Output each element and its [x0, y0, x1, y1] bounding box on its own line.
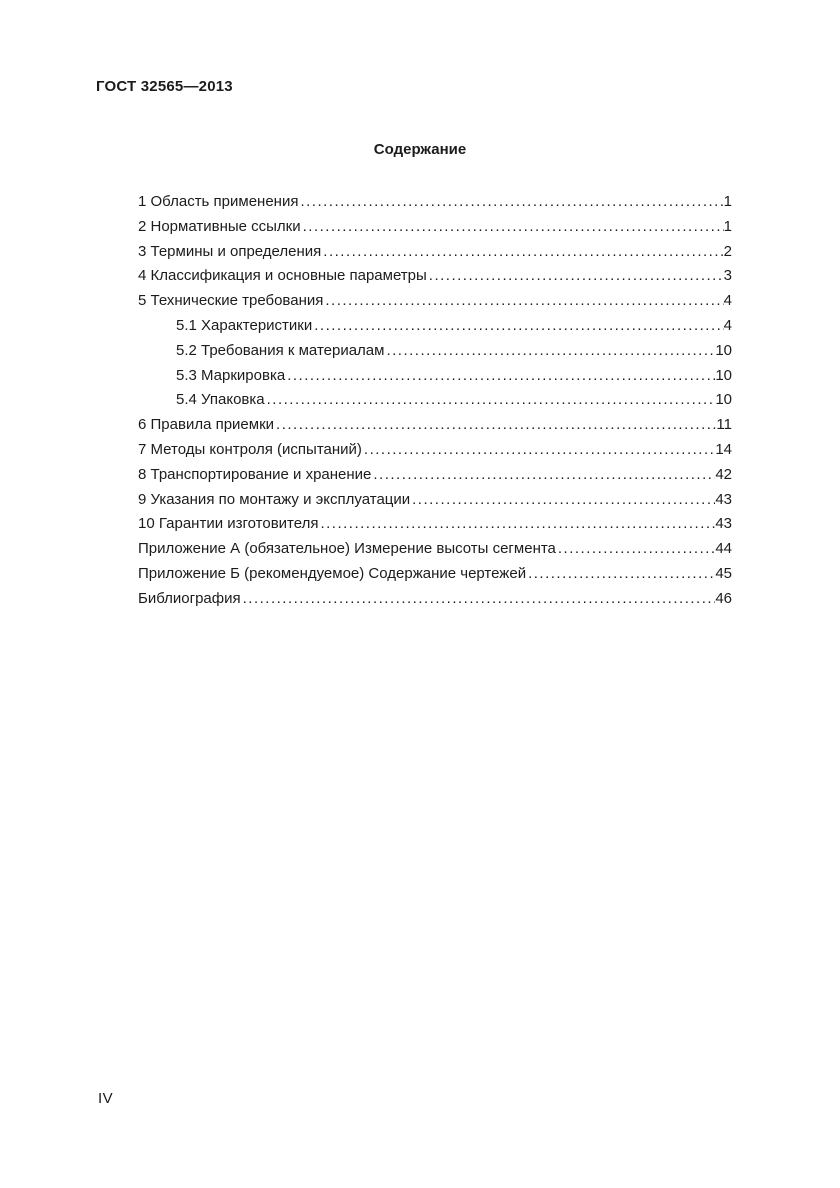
toc-entry-label: Приложение А (обязательное) Измерение вы… — [138, 540, 556, 558]
toc-entry-page: 43 — [715, 515, 732, 533]
toc-entry-page: 1 — [723, 217, 732, 235]
toc-entry: 5 Технические требования 4 — [138, 289, 732, 314]
page-number: IV — [98, 1090, 114, 1107]
toc-entry-label: 5 Технические требования — [138, 292, 324, 310]
toc-entry: 1 Область применения 1 — [138, 190, 732, 215]
toc-entry-label: 4 Классификация и основные параметры — [138, 267, 427, 285]
toc-entry-page: 10 — [715, 366, 732, 384]
toc-leader-dots — [386, 339, 715, 364]
toc-leader-dots — [528, 562, 715, 587]
toc-leader-dots — [276, 413, 716, 438]
toc-leader-dots — [300, 190, 723, 215]
toc-entry-label: 7 Методы контроля (испытаний) — [138, 440, 362, 458]
toc-entry-page: 14 — [715, 440, 732, 458]
toc-entry: 6 Правила приемки 11 — [138, 413, 732, 438]
toc-entry-label: 5.3 Маркировка — [176, 366, 286, 384]
toc-entry: 5.4 Упаковка 10 — [138, 388, 732, 413]
toc-entry-page: 10 — [715, 341, 732, 359]
toc-entry-label: 1 Область применения — [138, 193, 299, 210]
toc-leader-dots — [320, 512, 715, 537]
toc-entry-label: 3 Термины и определения — [138, 242, 322, 260]
toc-entry-label: 10 Гарантии изготовителя — [138, 515, 319, 533]
toc-leader-dots — [267, 388, 716, 413]
toc-entry: Приложение Б (рекомендуемое) Содержание … — [138, 562, 732, 587]
toc-entry-label: 6 Правила приемки — [138, 416, 275, 434]
toc-entry-label: 5.2 Требования к материалам — [176, 341, 385, 359]
toc-entry: 5.2 Требования к материалам 10 — [138, 339, 732, 364]
standard-number-header: ГОСТ 32565—2013 — [96, 78, 233, 95]
toc-entry-page: 42 — [715, 465, 732, 483]
toc-entry-label: 5.4 Упаковка — [176, 391, 265, 409]
toc-entry: 2 Нормативные ссылки 1 — [138, 215, 732, 240]
toc-entry-page: 1 — [723, 193, 732, 210]
toc-entry-page: 46 — [715, 589, 732, 607]
toc-entry-label: 2 Нормативные ссылки — [138, 217, 301, 235]
toc-entry-page: 10 — [715, 391, 732, 409]
toc-title: Содержание — [373, 141, 467, 158]
toc-entry-page: 11 — [716, 416, 732, 434]
toc-list: 1 Область применения 1 2 Нормативные ссы… — [138, 190, 732, 612]
toc-entry-label: Приложение Б (рекомендуемое) Содержание … — [138, 564, 527, 582]
toc-leader-dots — [303, 215, 724, 240]
toc-entry-label: 5.1 Характеристики — [176, 316, 313, 334]
toc-entry: 3 Термины и определения 2 — [138, 240, 732, 265]
toc-leader-dots — [287, 364, 715, 389]
toc-entry: 8 Транспортирование и хранение 42 — [138, 463, 732, 488]
toc-entry-page: 4 — [723, 316, 732, 334]
toc-leader-dots — [558, 537, 715, 562]
toc-leader-dots — [429, 264, 724, 289]
toc-entry: 9 Указания по монтажу и эксплуатации 43 — [138, 488, 732, 513]
toc-leader-dots — [325, 289, 723, 314]
toc-entry: 5.1 Характеристики 4 — [138, 314, 732, 339]
toc-entry-page: 3 — [723, 267, 732, 285]
toc-entry: 5.3 Маркировка 10 — [138, 364, 732, 389]
toc-entry: 10 Гарантии изготовителя 43 — [138, 512, 732, 537]
toc-entry-page: 2 — [723, 242, 732, 260]
toc-entry-label: 8 Транспортирование и хранение — [138, 465, 372, 483]
toc-leader-dots — [243, 587, 716, 612]
toc-entry: Библиография 46 — [138, 587, 732, 612]
toc-entry: 4 Классификация и основные параметры 3 — [138, 264, 732, 289]
toc-leader-dots — [314, 314, 723, 339]
toc-leader-dots — [323, 240, 723, 265]
toc-leader-dots — [373, 463, 715, 488]
toc-leader-dots — [364, 438, 715, 463]
toc-entry: Приложение А (обязательное) Измерение вы… — [138, 537, 732, 562]
toc-entry-label: 9 Указания по монтажу и эксплуатации — [138, 490, 411, 508]
toc-leader-dots — [412, 488, 715, 513]
toc-entry-page: 43 — [715, 490, 732, 508]
toc-entry-page: 45 — [715, 564, 732, 582]
toc-entry-label: Библиография — [138, 589, 241, 607]
toc-entry-page: 44 — [715, 540, 732, 558]
toc-entry: 7 Методы контроля (испытаний) 14 — [138, 438, 732, 463]
toc-entry-page: 4 — [723, 292, 732, 310]
